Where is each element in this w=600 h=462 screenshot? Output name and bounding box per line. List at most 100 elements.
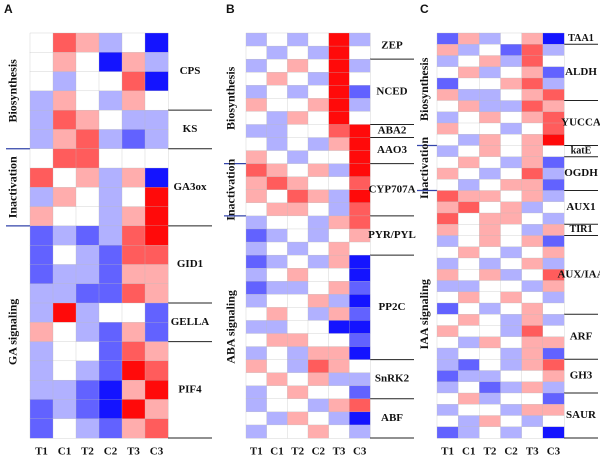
heatmap-cell [458, 336, 480, 349]
heatmap-cell [521, 235, 544, 248]
heatmap-cell [542, 280, 565, 293]
heatmap-cell [75, 71, 100, 92]
heatmap-cell [52, 32, 77, 53]
heatmap-cell [52, 283, 77, 304]
heatmap-cell [328, 281, 350, 295]
heatmap-cell [349, 333, 371, 347]
heatmap-cell [245, 124, 268, 138]
heatmap-cell [542, 359, 565, 371]
heatmap-cell [307, 372, 330, 387]
heatmap-cell [266, 281, 288, 295]
heatmap-cell [75, 225, 100, 246]
panel-label: A [4, 2, 13, 16]
heatmap-cell [521, 32, 544, 45]
heatmap-cell [307, 72, 330, 86]
heatmap-cell [245, 320, 268, 334]
heatmap-cell [307, 359, 330, 374]
stage-label: Biosynthesis [6, 59, 20, 123]
heatmap-cell [349, 58, 371, 73]
heatmap-cell [500, 291, 523, 304]
heatmap-cell [328, 111, 350, 125]
heatmap-cell [436, 415, 459, 428]
heatmap-cell [500, 235, 523, 248]
x-tick-label: T2 [81, 446, 94, 458]
heatmap-cell [75, 360, 100, 381]
heatmap-cell [542, 291, 565, 304]
heatmap-cell [349, 150, 371, 165]
heatmap-cell [307, 411, 330, 426]
heatmap-cell [307, 32, 330, 47]
heatmap-cell [144, 129, 169, 150]
x-tick-label: C3 [150, 446, 164, 458]
heatmap-cell [52, 187, 77, 208]
heatmap-cell [436, 77, 459, 90]
heatmap-cell [307, 307, 330, 321]
heatmap-cell [29, 129, 54, 150]
heatmap-cell [436, 134, 459, 146]
heatmap-cell [245, 72, 268, 86]
panel-label: B [226, 2, 235, 16]
heatmap-cell [521, 269, 544, 281]
heatmap-cell [307, 98, 330, 112]
heatmap-cell [121, 341, 146, 362]
heatmap-cell [542, 44, 565, 56]
heatmap-cell [436, 190, 459, 203]
heatmap-cell [266, 150, 288, 165]
heatmap-cell [29, 90, 54, 111]
heatmap-cell [98, 109, 123, 130]
heatmap-cell [542, 426, 565, 439]
heatmap-cell [521, 302, 544, 315]
heatmap-cell [245, 32, 268, 47]
heatmap-cell [542, 415, 565, 428]
heatmap-cell [287, 124, 309, 138]
heatmap-cell [436, 224, 459, 236]
gene-label: SAUR [566, 409, 597, 421]
heatmap-cell [144, 399, 169, 420]
panel-label: C [420, 2, 429, 16]
heatmap-cell [29, 418, 54, 439]
heatmap-cell [266, 228, 288, 243]
heatmap-cell [479, 145, 501, 158]
heatmap-cell [479, 325, 501, 338]
heatmap-cell [436, 145, 459, 158]
heatmap-cell [245, 268, 268, 282]
heatmap-cell [266, 189, 288, 204]
heatmap-cell [245, 58, 268, 73]
heatmap-cell [52, 399, 77, 420]
heatmap-cell [121, 71, 146, 92]
gene-label: AUX/IAA [557, 268, 600, 280]
heatmap-cell [500, 179, 523, 191]
heatmap-cell [521, 212, 544, 225]
heatmap-cell [458, 32, 480, 45]
heatmap-cell [287, 346, 309, 361]
heatmap-cell [479, 44, 501, 56]
heatmap-cell [521, 426, 544, 439]
x-tick-label: T3 [127, 446, 140, 458]
heatmap-cell [287, 176, 309, 191]
heatmap-cell [500, 44, 523, 56]
heatmap-cell [349, 346, 371, 361]
heatmap-cell [521, 246, 544, 259]
heatmap-cell [458, 201, 480, 214]
heatmap-cell [75, 129, 100, 150]
heatmap-cell [328, 202, 350, 217]
heatmap-cell [328, 32, 350, 47]
heatmap-cell [144, 341, 169, 362]
heatmap-cell [500, 66, 523, 79]
heatmap-cell [436, 404, 459, 416]
heatmap-cell [479, 257, 501, 270]
heatmap-cell [266, 307, 288, 321]
gene-label: KS [183, 123, 198, 135]
gene-label: GA3ox [174, 181, 208, 193]
heatmap-cell [458, 89, 480, 101]
heatmap-cell [287, 72, 309, 86]
heatmap-cell [287, 58, 309, 73]
heatmap-cell [349, 189, 371, 204]
heatmap-cell [349, 45, 371, 60]
heatmap-cell [436, 246, 459, 259]
heatmap-cell [521, 314, 544, 326]
heatmap-cell [436, 325, 459, 338]
heatmap-cell [458, 55, 480, 68]
heatmap-cell [75, 283, 100, 304]
